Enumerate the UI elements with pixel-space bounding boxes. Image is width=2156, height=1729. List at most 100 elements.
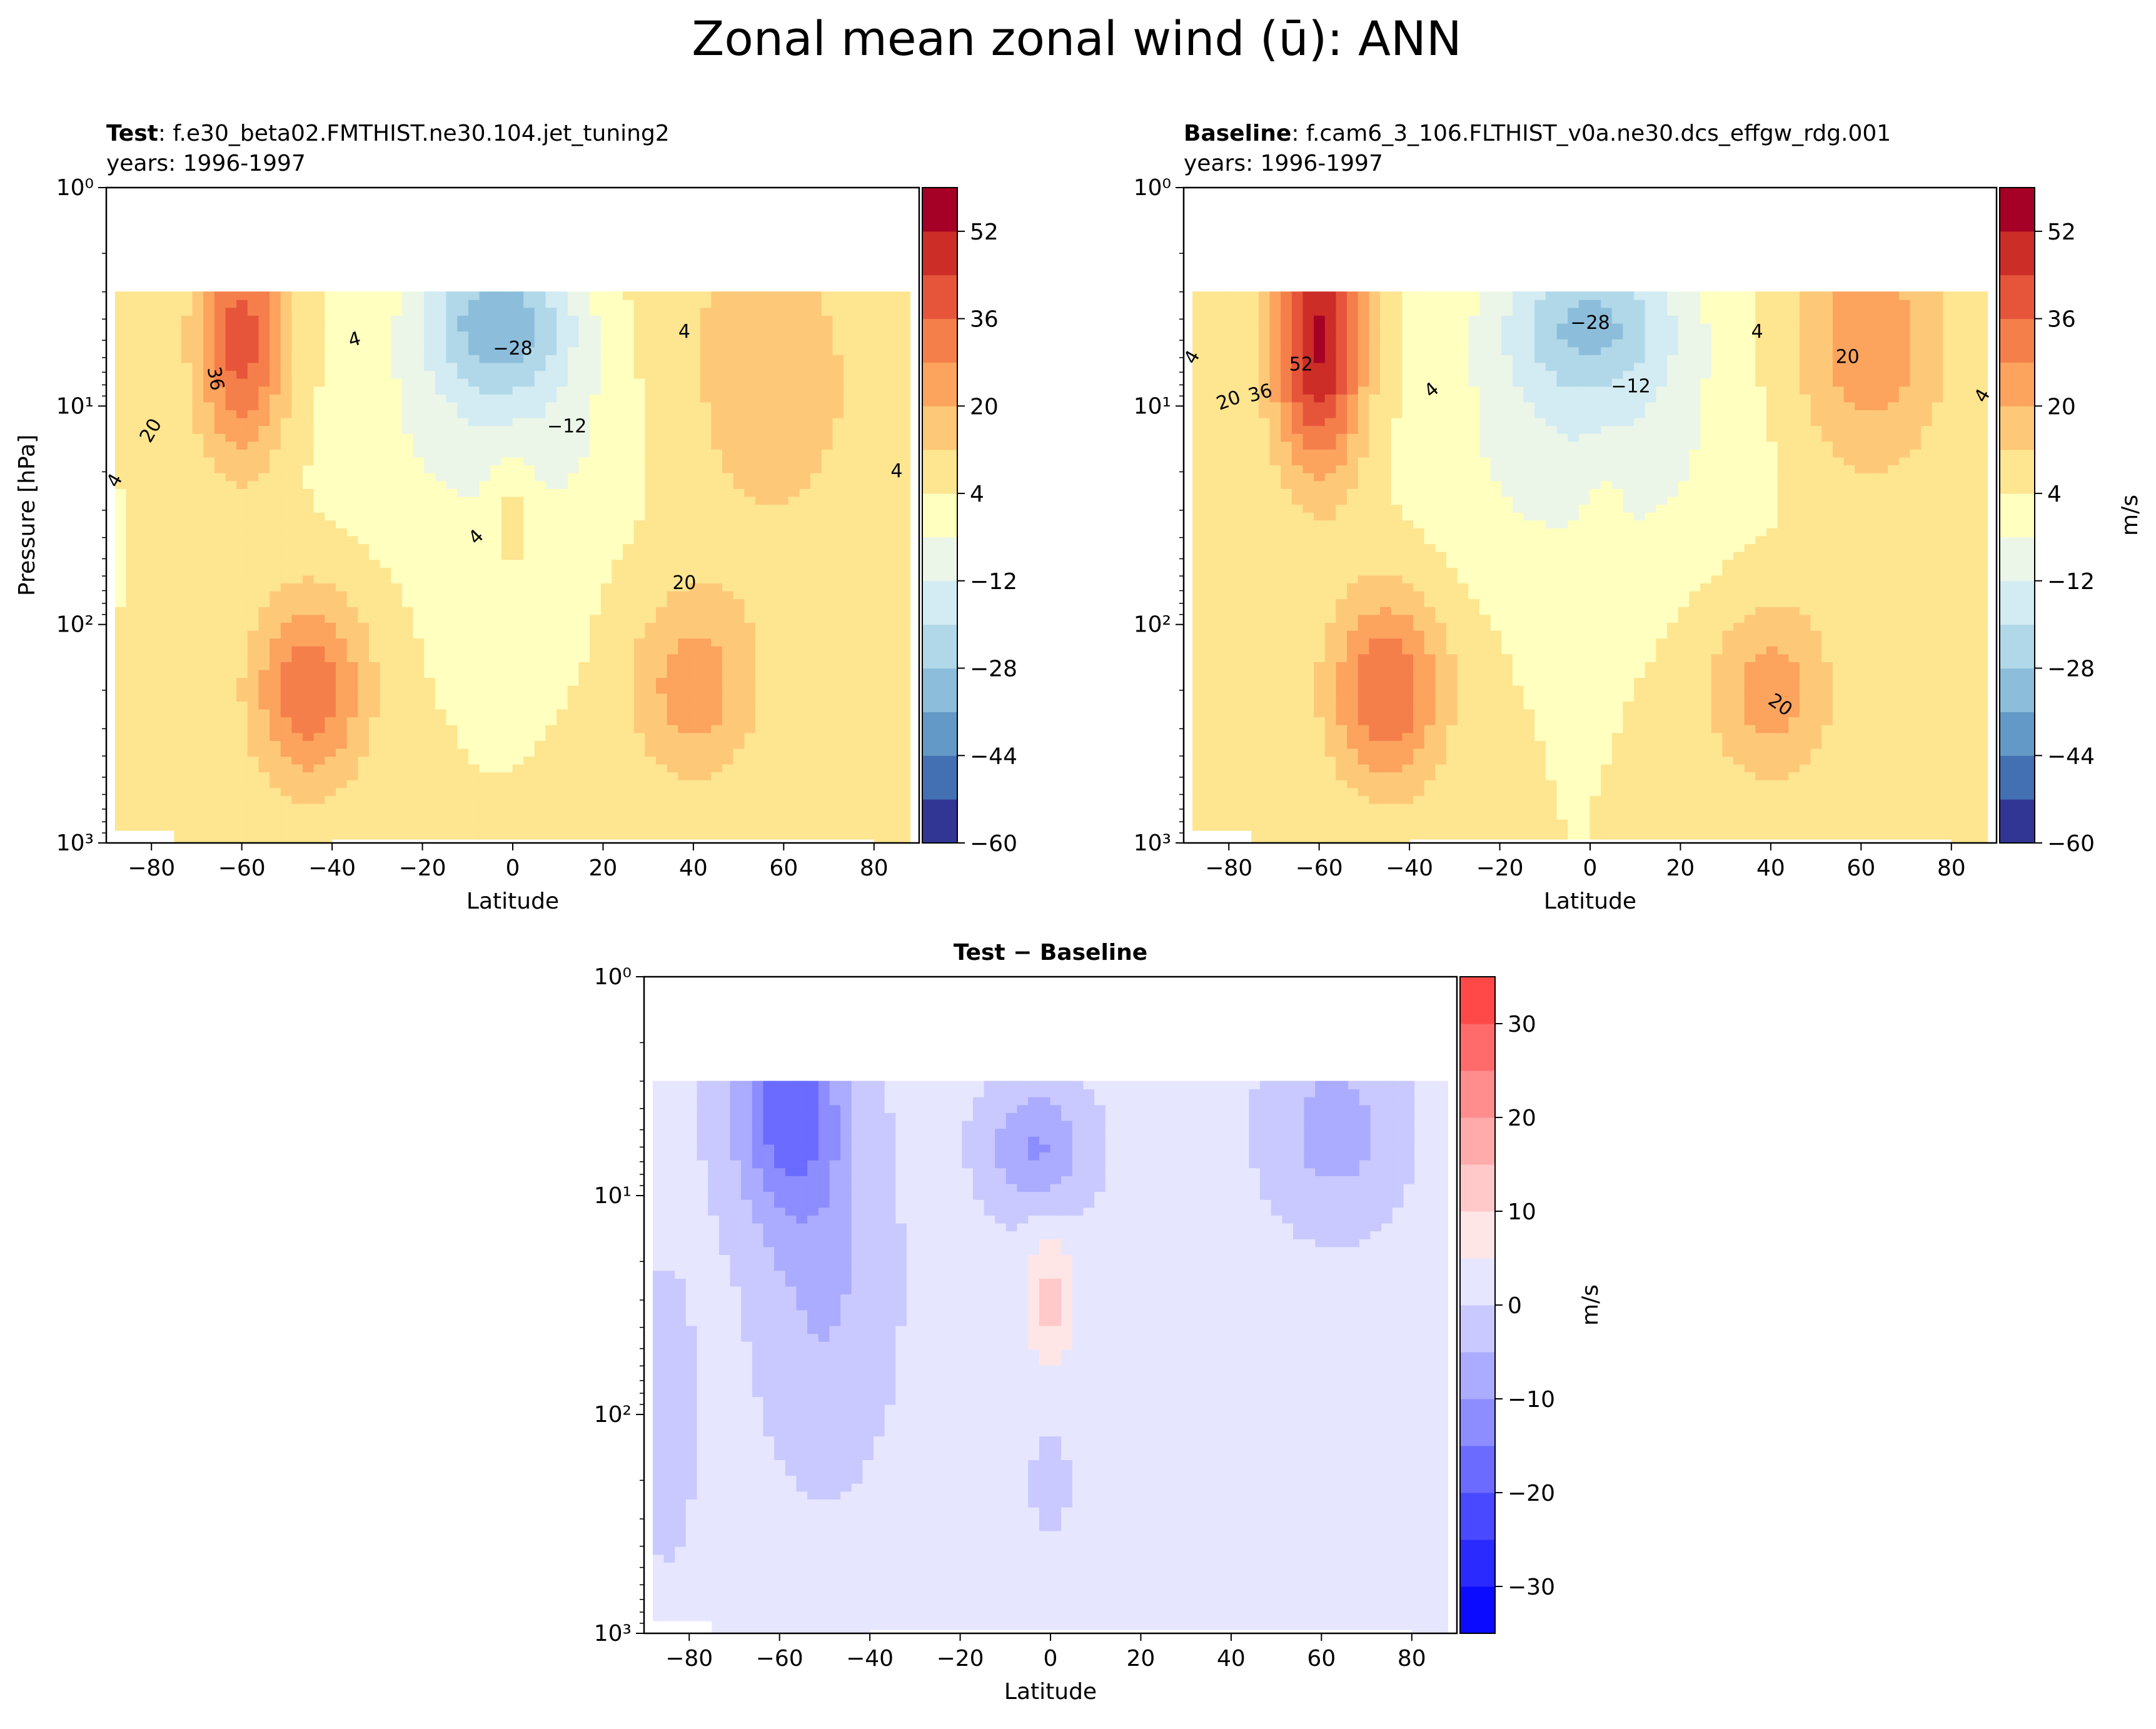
test-field-cell bbox=[236, 512, 248, 521]
test-field-cell bbox=[777, 338, 789, 348]
test-field-cell bbox=[512, 417, 525, 426]
test-field-cell bbox=[401, 708, 414, 718]
test-field-cell bbox=[656, 543, 668, 552]
test-field-cell bbox=[225, 685, 238, 694]
test-field-cell bbox=[468, 661, 480, 670]
test-field-cell bbox=[413, 653, 425, 662]
test-field-cell bbox=[865, 425, 878, 434]
test-field-cell bbox=[159, 606, 171, 615]
test-field-cell bbox=[590, 551, 602, 560]
test-field-cell bbox=[490, 645, 502, 655]
test-field-cell bbox=[137, 551, 149, 560]
test-field-cell bbox=[181, 724, 193, 733]
test-field-cell bbox=[114, 669, 127, 678]
test-field-cell bbox=[368, 315, 381, 324]
test-field-cell bbox=[401, 323, 414, 332]
test-field-cell bbox=[755, 551, 767, 560]
test-field-cell bbox=[457, 527, 469, 537]
test-field-cell bbox=[810, 323, 822, 332]
test-field-cell bbox=[225, 764, 238, 773]
test-field-cell bbox=[865, 653, 878, 662]
test-field-cell bbox=[744, 787, 756, 796]
test-field-cell bbox=[832, 307, 845, 316]
test-field-cell bbox=[623, 630, 635, 639]
test-field-cell bbox=[557, 338, 568, 348]
test-field-cell bbox=[688, 622, 701, 631]
test-field-cell bbox=[667, 693, 679, 702]
figure-title: Zonal mean zonal wind (ū): ANN bbox=[692, 11, 1461, 66]
test-field-cell bbox=[612, 638, 624, 647]
test-field-cell bbox=[225, 756, 238, 765]
test-field-cell bbox=[468, 535, 480, 545]
test-field-cell bbox=[645, 575, 657, 584]
test-field-cell bbox=[688, 700, 701, 710]
test-field-cell bbox=[490, 441, 502, 450]
test-field-cell bbox=[567, 410, 580, 418]
test-field-cell bbox=[744, 685, 756, 694]
test-field-cell bbox=[380, 669, 392, 678]
test-field-cell bbox=[490, 480, 502, 489]
test-field-cell bbox=[821, 590, 834, 600]
test-field-cell bbox=[832, 425, 845, 434]
test-field-cell bbox=[700, 543, 712, 552]
test-field-cell bbox=[401, 677, 414, 686]
test-field-cell bbox=[887, 764, 900, 773]
test-field-cell bbox=[688, 520, 701, 528]
test-field-cell bbox=[700, 456, 712, 466]
test-field-cell bbox=[832, 583, 845, 592]
test-field-cell bbox=[270, 496, 281, 505]
test-field-cell bbox=[899, 386, 911, 395]
test-field-cell bbox=[534, 425, 547, 434]
test-field-cell bbox=[688, 693, 701, 702]
test-field-cell bbox=[258, 527, 271, 537]
test-field-cell bbox=[170, 433, 182, 442]
test-field-cell bbox=[656, 661, 668, 670]
test-field-cell bbox=[137, 590, 149, 600]
test-field-cell bbox=[291, 370, 304, 379]
test-field-cell bbox=[236, 386, 248, 395]
test-field-cell bbox=[578, 307, 591, 316]
test-field-cell bbox=[512, 669, 525, 678]
test-field-cell bbox=[479, 614, 491, 623]
test-field-cell bbox=[424, 772, 436, 780]
test-field-cell bbox=[623, 543, 635, 552]
test-field-cell bbox=[788, 307, 800, 316]
test-field-cell bbox=[325, 496, 337, 505]
test-field-cell bbox=[325, 717, 337, 725]
test-field-cell bbox=[148, 748, 160, 757]
test-field-cell bbox=[424, 323, 436, 332]
test-field-cell bbox=[247, 496, 259, 505]
test-field-cell bbox=[159, 488, 171, 497]
test-field-cell bbox=[479, 693, 491, 702]
test-field-cell bbox=[711, 795, 723, 804]
test-field-cell bbox=[633, 401, 646, 411]
test-field-cell bbox=[490, 354, 502, 363]
test-field-cell bbox=[435, 456, 447, 466]
test-field-cell bbox=[899, 653, 911, 662]
test-field-cell bbox=[114, 724, 127, 733]
test-field-cell bbox=[313, 456, 326, 466]
test-field-cell bbox=[844, 433, 855, 442]
test-field-cell bbox=[854, 795, 867, 804]
test-field-cell bbox=[225, 410, 238, 418]
test-field-cell bbox=[667, 425, 679, 434]
test-field-cell bbox=[612, 410, 624, 418]
test-field-cell bbox=[159, 748, 171, 757]
test-field-cell bbox=[236, 669, 248, 678]
test-field-cell bbox=[380, 472, 392, 481]
test-field-cell bbox=[270, 645, 281, 655]
test-field-cell bbox=[181, 307, 193, 316]
test-field-cell bbox=[887, 567, 900, 576]
test-field-cell bbox=[799, 567, 812, 576]
test-field-cell bbox=[733, 512, 745, 521]
test-field-cell bbox=[446, 811, 458, 820]
test-field-cell bbox=[346, 787, 359, 796]
test-field-cell bbox=[368, 488, 381, 497]
test-field-cell bbox=[214, 417, 226, 426]
test-field-cell bbox=[413, 315, 425, 324]
test-field-cell bbox=[612, 393, 624, 403]
test-field-cell bbox=[214, 472, 226, 481]
test-field-cell bbox=[236, 819, 248, 828]
test-field-cell bbox=[766, 732, 778, 741]
test-field-cell bbox=[214, 575, 226, 584]
